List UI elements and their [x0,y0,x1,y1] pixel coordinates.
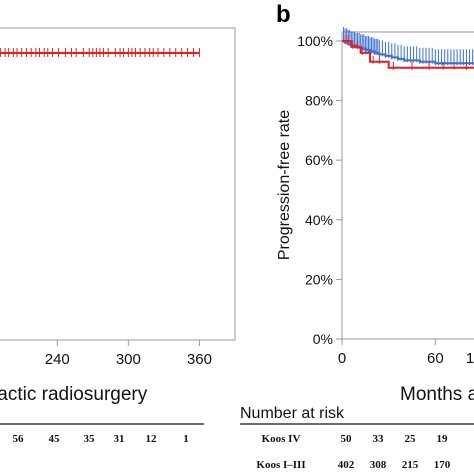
panel-b-risk-value: 402 [338,459,355,471]
panel-b-risk-table-title: Number at risk [240,405,345,422]
panel-b-risk-value: 215 [402,459,419,471]
panel-b-risk-value: 19 [437,433,449,445]
panel-b-x-axis-label: Months a [400,384,474,405]
panel-b-risk-table: Koos IV 50 33 25 19 Koos I–III 402 308 215 170 [256,433,450,471]
panel-b-y-tick-label: 80% [305,93,333,109]
panel-b-series-1-line [342,39,474,69]
panel-a-x-axis-label: tactic radiosurgery [0,384,148,405]
panel-a-risk-value: 12 [146,433,158,445]
panel-a-x-tick-label: 240 [45,351,70,368]
panel-b-y-tick-label: 60% [305,152,333,168]
panel-a-series-group [0,47,200,57]
panel-a-x-ticks: 240 300 360 [45,340,212,368]
panel-b-x-tick-label: 60 [427,350,444,367]
panel-b-label: b [276,1,291,28]
panel-b: b Progression-free rate 0%20%40%60%80%10… [240,1,474,471]
panel-b-y-tick-label: 40% [305,212,333,228]
panel-b-risk-value: 308 [370,459,387,471]
panel-a-risk-value: 56 [13,433,25,445]
panel-b-x-tick-label: 0 [338,350,346,367]
panel-b-plot-frame [341,31,474,340]
panel-b-risk-row-label: Koos IV [262,433,301,445]
panel-b-risk-value: 50 [341,433,353,445]
panel-b-y-tick-label: 0% [313,331,333,347]
panel-a-risk-value: 35 [84,433,96,445]
panel-b-risk-value: 170 [434,459,451,471]
panel-b-x-tick-label: 1 [466,350,474,367]
panel-a-plot-frame [0,27,236,341]
panel-b-risk-value: 33 [373,433,385,445]
panel-a-risk-table: 56 45 35 31 12 1 [13,433,189,445]
panel-a-risk-value: 1 [183,433,189,445]
panel-b-y-tick-label: 20% [305,271,333,287]
panel-a-x-tick-label: 360 [187,351,212,368]
panel-b-risk-value: 25 [405,433,417,445]
panel-b-y-ticks: 0% 20% 40% 60% 80% 100% [297,33,342,347]
panel-b-risk-row-label: Koos I–III [256,459,305,471]
panel-a-risk-value: 45 [49,433,61,445]
panel-b-y-tick-label: 100% [297,33,333,49]
panel-b-x-ticks: 0 60 1 [338,339,474,367]
panel-b-series-group [342,26,474,70]
panel-a-x-tick-label: 300 [116,351,141,368]
panel-b-y-axis-label: Progression-free rate [276,110,293,260]
panel-a-risk-value: 31 [114,433,125,445]
panel-a: 240 300 360 tactic radiosurgery 56 45 35 31 12… [0,27,236,445]
